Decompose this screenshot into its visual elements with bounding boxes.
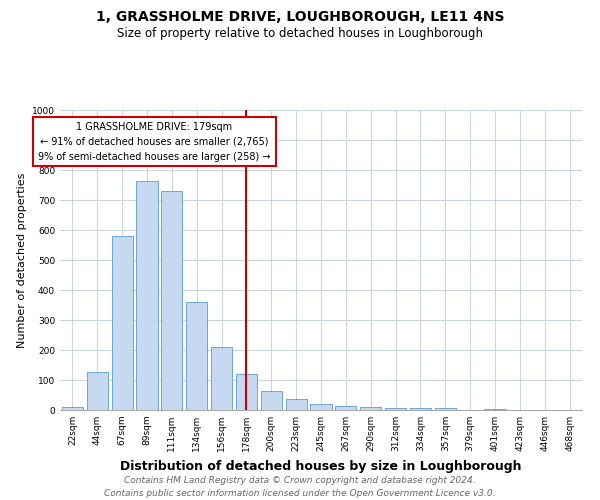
Bar xyxy=(112,236,133,410)
Bar xyxy=(360,407,381,410)
Text: Contains HM Land Registry data © Crown copyright and database right 2024.
Contai: Contains HM Land Registry data © Crown c… xyxy=(104,476,496,498)
Bar xyxy=(261,390,282,410)
Bar xyxy=(484,408,506,410)
Bar xyxy=(186,302,207,410)
Bar xyxy=(62,407,83,410)
Text: Size of property relative to detached houses in Loughborough: Size of property relative to detached ho… xyxy=(117,28,483,40)
Bar xyxy=(385,408,406,410)
Bar xyxy=(286,398,307,410)
Bar xyxy=(335,406,356,410)
Bar xyxy=(87,372,108,410)
Bar xyxy=(236,374,257,410)
Y-axis label: Number of detached properties: Number of detached properties xyxy=(17,172,26,348)
Bar xyxy=(161,191,182,410)
Text: 1 GRASSHOLME DRIVE: 179sqm
← 91% of detached houses are smaller (2,765)
9% of se: 1 GRASSHOLME DRIVE: 179sqm ← 91% of deta… xyxy=(38,122,271,162)
Bar xyxy=(211,347,232,410)
Bar xyxy=(310,404,332,410)
Text: 1, GRASSHOLME DRIVE, LOUGHBOROUGH, LE11 4NS: 1, GRASSHOLME DRIVE, LOUGHBOROUGH, LE11 … xyxy=(96,10,504,24)
Bar xyxy=(136,180,158,410)
Bar xyxy=(435,408,456,410)
X-axis label: Distribution of detached houses by size in Loughborough: Distribution of detached houses by size … xyxy=(120,460,522,472)
Bar xyxy=(410,408,431,410)
